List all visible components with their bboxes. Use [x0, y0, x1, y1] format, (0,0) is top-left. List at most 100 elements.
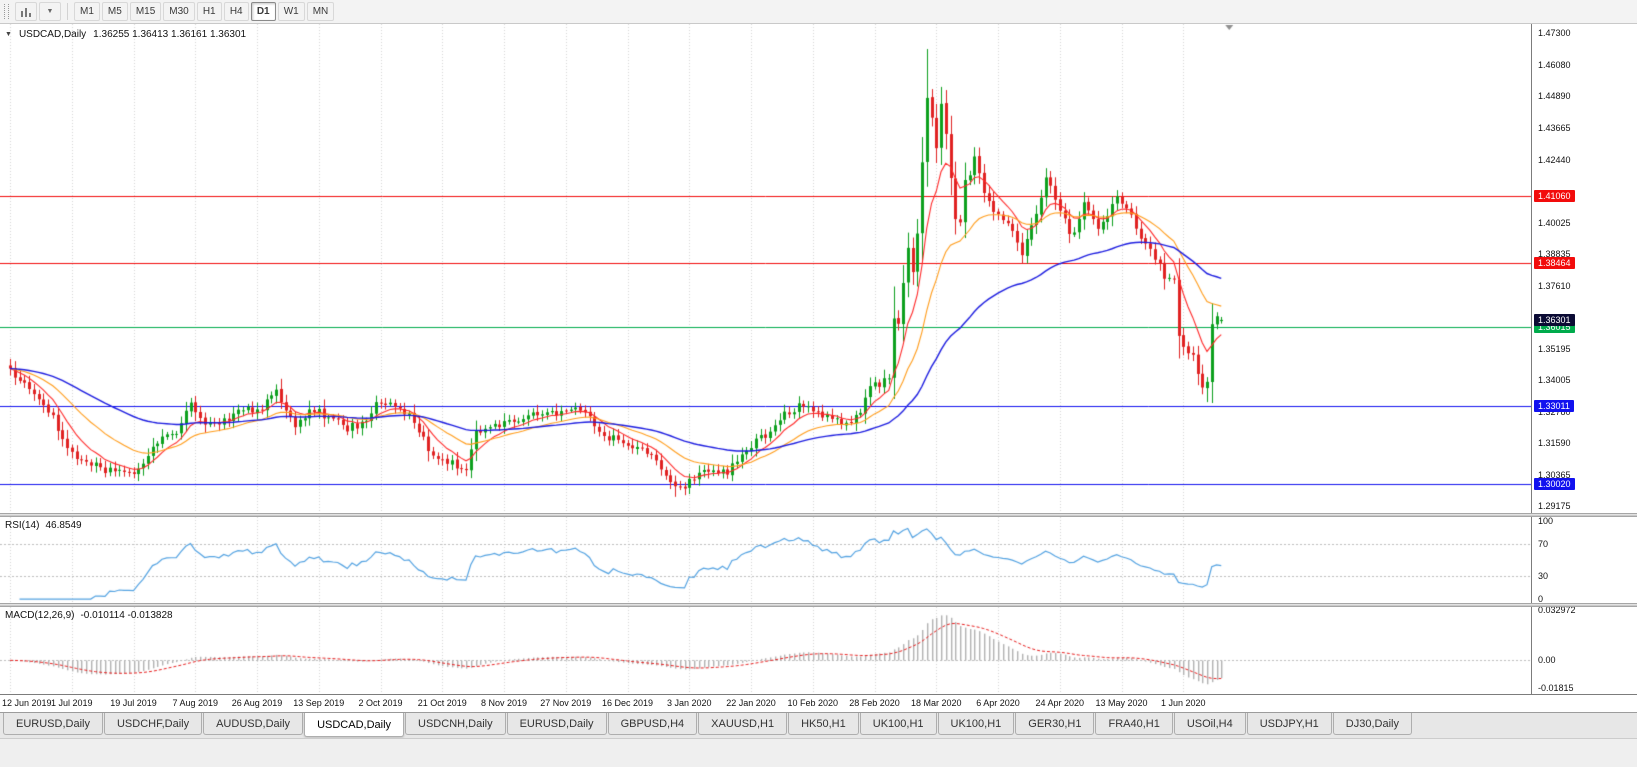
- chart-symbol-period: USDCAD,Daily: [18, 29, 87, 40]
- level-price-label: 1.38464: [1534, 257, 1575, 270]
- time-axis-label: 8 Nov 2019: [480, 698, 528, 708]
- rsi-value: 46.8549: [45, 520, 82, 531]
- time-axis-label: 2 Oct 2019: [358, 698, 403, 708]
- price-tick-label: 1.29175: [1538, 500, 1571, 511]
- time-axis-label: 13 Sep 2019: [293, 698, 345, 708]
- time-axis[interactable]: 12 Jun 2019 1 Jul 2019 19 Jul 2019 7 Aug 20…: [0, 694, 1637, 712]
- time-axis-label: 10 Feb 2020: [787, 698, 839, 708]
- level-price-label: 1.33011: [1534, 399, 1574, 412]
- rsi-axis-label: 70: [1538, 539, 1549, 550]
- price-tick-label: 1.46080: [1538, 59, 1571, 70]
- price-tick-label: 1.35195: [1538, 343, 1571, 354]
- timeframe-button-h1[interactable]: H1: [196, 2, 222, 21]
- chart-tab-uk100-h1[interactable]: UK100,H1: [937, 713, 1015, 735]
- time-axis-label: 12 Jun 2019: [2, 698, 52, 708]
- timeframe-button-h4[interactable]: H4: [223, 2, 249, 21]
- time-axis-label: 16 Dec 2019: [601, 698, 654, 708]
- timeframe-button-w1[interactable]: W1: [277, 2, 305, 21]
- macd-values: -0.010114 -0.013828: [80, 610, 173, 621]
- time-axis-label: 1 Jul 2019: [50, 698, 93, 708]
- price-tick-label: 1.30365: [1538, 469, 1571, 480]
- one-click-trading-arrow-icon[interactable]: ▼: [5, 31, 12, 38]
- chart-tab-usoil-h4[interactable]: USOil,H4: [1173, 713, 1246, 735]
- rsi-name: RSI(14): [5, 520, 40, 531]
- chart-title: ▼ USDCAD,Daily 1.36255 1.36413 1.36161 1…: [5, 29, 246, 40]
- pane-splitter[interactable]: [0, 603, 1637, 607]
- caret-down-icon: ▼: [46, 8, 54, 15]
- time-axis-label: 3 Jan 2020: [666, 698, 712, 708]
- price-axis[interactable]: 1.47300 1.46080 1.44890 1.43665 1.42440 1.400…: [1531, 24, 1637, 694]
- chart-ohlc-values: 1.36255 1.36413 1.36161 1.36301: [93, 29, 247, 40]
- level-price-label: 1.41060: [1534, 189, 1575, 202]
- time-axis-label: 6 Apr 2020: [976, 698, 1020, 708]
- timeframe-button-m15[interactable]: M15: [129, 2, 162, 21]
- pane-splitter[interactable]: [0, 513, 1637, 517]
- timeframe-button-mn[interactable]: MN: [306, 2, 335, 21]
- toolbar-drag-handle[interactable]: [4, 4, 9, 19]
- macd-pane-canvas[interactable]: [0, 607, 1531, 694]
- time-axis-label: 24 Apr 2020: [1035, 698, 1085, 708]
- status-bar: [0, 738, 1637, 767]
- price-tick-label: 1.37610: [1538, 280, 1571, 291]
- price-tick-label: 1.47300: [1538, 27, 1571, 38]
- time-axis-label: 13 May 2020: [1095, 698, 1148, 708]
- time-axis-label: 7 Aug 2019: [172, 698, 219, 708]
- bar-chart-icon: [21, 7, 31, 17]
- chart-tab-xauusd-h1[interactable]: XAUUSD,H1: [698, 713, 788, 735]
- macd-axis-label: 0.00: [1538, 655, 1556, 666]
- rsi-label: RSI(14) 46.8549: [5, 520, 82, 531]
- chart-tab-audusd-daily[interactable]: AUDUSD,Daily: [203, 713, 304, 735]
- chart-tab-eurusd-daily[interactable]: EURUSD,Daily: [506, 713, 607, 735]
- chart-tab-uk100-h1[interactable]: UK100,H1: [859, 713, 937, 735]
- timeframe-toolbar: ▼ M1 M5 M15 M30 H1 H4 D1 W1 MN: [0, 0, 1637, 24]
- time-axis-label: 27 Nov 2019: [540, 698, 592, 708]
- time-axis-label: 18 Mar 2020: [910, 698, 962, 708]
- level-price-label: 1.30020: [1534, 477, 1575, 490]
- chart-tab-hk50-h1[interactable]: HK50,H1: [788, 713, 859, 735]
- time-axis-label: 19 Jul 2019: [110, 698, 157, 708]
- timeframes-dropdown-button[interactable]: ▼: [39, 2, 61, 21]
- price-tick-label: 1.32780: [1538, 406, 1571, 417]
- current-price-label: 1.36301: [1534, 313, 1575, 326]
- price-chart-canvas[interactable]: [0, 24, 1531, 513]
- chart-tab-eurusd-daily[interactable]: EURUSD,Daily: [3, 713, 103, 735]
- timeframe-button-m5[interactable]: M5: [101, 2, 128, 21]
- price-tick-label: 1.43665: [1538, 122, 1571, 133]
- charts-icon-button[interactable]: [15, 2, 37, 21]
- price-tick-label: 1.34005: [1538, 374, 1571, 385]
- chart-tab-gbpusd-h4[interactable]: GBPUSD,H4: [607, 713, 698, 735]
- rsi-pane-canvas[interactable]: [0, 517, 1531, 603]
- timeframe-button-m30[interactable]: M30: [163, 2, 195, 21]
- time-axis-label: 1 Jun 2020: [1160, 698, 1206, 708]
- rsi-axis-label: 0: [1538, 594, 1544, 605]
- macd-axis-label: 0.032972: [1538, 605, 1576, 616]
- macd-axis-label: -0.01815: [1538, 682, 1574, 693]
- time-axis-label: 26 Aug 2019: [231, 698, 283, 708]
- macd-name: MACD(12,26,9): [5, 610, 75, 621]
- price-tick-label: 1.38835: [1538, 248, 1571, 259]
- rsi-axis-label: 100: [1538, 515, 1554, 526]
- chart-tab-dj30-daily[interactable]: DJ30,Daily: [1332, 713, 1412, 735]
- price-tick-label: 1.40025: [1538, 217, 1571, 228]
- toolbar-separator: [67, 3, 68, 20]
- chart-tab-usdcnh-daily[interactable]: USDCNH,Daily: [405, 713, 506, 735]
- chart-window: ▼ USDCAD,Daily 1.36255 1.36413 1.36161 1…: [0, 24, 1637, 712]
- price-tick-label: 1.31590: [1538, 437, 1571, 448]
- chart-tab-usdchf-daily[interactable]: USDCHF,Daily: [103, 713, 203, 735]
- time-axis-label: 28 Feb 2020: [849, 698, 900, 708]
- chart-tab-ger30-h1[interactable]: GER30,H1: [1015, 713, 1095, 735]
- chart-tab-fra40-h1[interactable]: FRA40,H1: [1095, 713, 1173, 735]
- timeframe-button-d1[interactable]: D1: [250, 2, 276, 21]
- chart-tab-usdjpy-h1[interactable]: USDJPY,H1: [1246, 713, 1332, 735]
- macd-label: MACD(12,26,9) -0.010114 -0.013828: [5, 610, 173, 621]
- rsi-axis-label: 30: [1538, 570, 1549, 581]
- chart-tabs-bar: EURUSD,Daily USDCHF,Daily AUDUSD,Daily USDC…: [0, 712, 1637, 738]
- chart-tab-usdcad-daily[interactable]: USDCAD,Daily: [304, 713, 405, 737]
- time-axis-label: 22 Jan 2020: [726, 698, 776, 708]
- price-tick-label: 1.44890: [1538, 90, 1571, 101]
- timeframe-button-m1[interactable]: M1: [74, 2, 100, 21]
- price-tick-label: 1.42440: [1538, 154, 1571, 165]
- timeframe-toolbar-buttons: M1 M5 M15 M30 H1 H4 D1 W1 MN: [73, 2, 335, 21]
- time-axis-label: 21 Oct 2019: [417, 698, 467, 708]
